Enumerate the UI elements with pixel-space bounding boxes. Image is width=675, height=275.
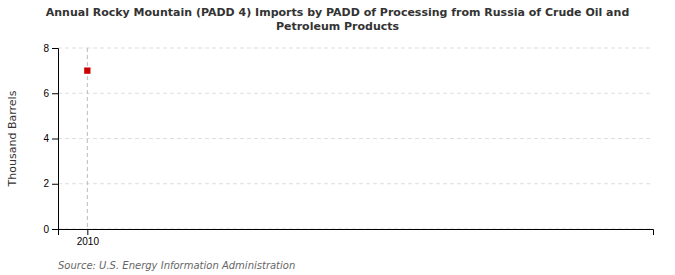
tick-label: 0 xyxy=(43,224,49,235)
tick: 4 xyxy=(43,133,58,144)
y-axis: 0 2 4 6 8 xyxy=(43,43,58,235)
tick-label: 4 xyxy=(43,133,49,144)
tick-mark xyxy=(87,229,88,235)
grid-line xyxy=(87,48,88,229)
tick: 0 xyxy=(43,224,58,235)
grid-line xyxy=(58,138,653,139)
y-axis-label: Thousand Barrels xyxy=(6,90,19,187)
marks xyxy=(84,67,90,73)
tick: 2 xyxy=(43,178,58,189)
grid-line xyxy=(58,48,653,49)
tick-label: 2010 xyxy=(77,236,100,247)
tick-mark xyxy=(52,93,58,94)
tick-label: 8 xyxy=(43,43,49,54)
tick-mark xyxy=(52,229,58,230)
tick-mark xyxy=(52,139,58,140)
tick-mark xyxy=(52,48,58,49)
axis-line xyxy=(59,230,654,236)
tick: 6 xyxy=(43,88,58,99)
tick-label: 2 xyxy=(43,178,49,189)
annotation: Source: U.S. Energy Information Administ… xyxy=(58,260,295,271)
x-axis: 2010 xyxy=(59,229,654,247)
tick-label: 6 xyxy=(43,88,49,99)
tick-mark xyxy=(52,184,58,185)
grid-line xyxy=(58,183,653,184)
tick: 2010 xyxy=(77,229,100,247)
point xyxy=(84,67,90,73)
chart: Annual Rocky Mountain (PADD 4) Imports b… xyxy=(0,0,675,275)
grid xyxy=(58,48,653,229)
title: Annual Rocky Mountain (PADD 4) Imports b… xyxy=(46,6,630,33)
plot-area: 2010 0 2 4 6 8 xyxy=(43,43,653,247)
axis-line xyxy=(52,49,59,230)
tick: 8 xyxy=(43,43,58,54)
grid-line xyxy=(58,93,653,94)
